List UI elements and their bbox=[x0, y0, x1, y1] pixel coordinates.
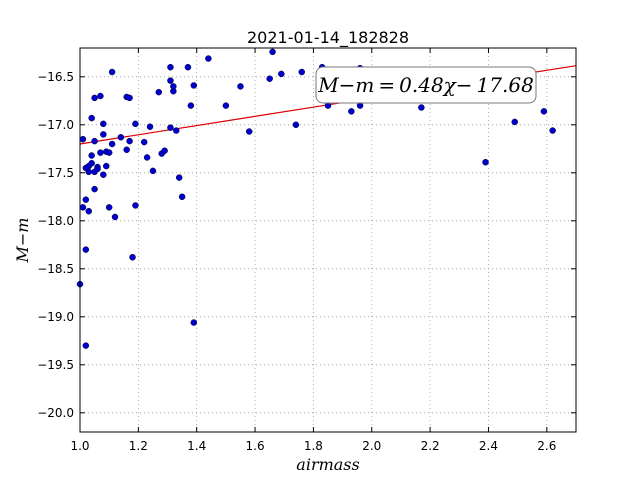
data-point bbox=[170, 83, 177, 90]
data-point bbox=[140, 138, 148, 146]
data-point bbox=[88, 159, 95, 167]
data-point bbox=[155, 88, 163, 96]
data-point bbox=[117, 134, 125, 141]
data-point bbox=[132, 202, 139, 209]
data-point bbox=[173, 127, 180, 134]
chart-title: 2021-01-14_182828 bbox=[247, 28, 409, 48]
x-tick-label: 2.4 bbox=[479, 439, 498, 453]
data-point bbox=[549, 127, 556, 134]
data-point bbox=[167, 63, 174, 71]
data-point bbox=[100, 171, 107, 178]
data-point bbox=[82, 196, 90, 203]
data-point bbox=[175, 174, 183, 181]
x-tick-label: 2.0 bbox=[362, 439, 381, 453]
x-tick-label: 1.8 bbox=[304, 439, 323, 453]
data-point bbox=[132, 120, 139, 128]
data-point bbox=[126, 137, 133, 145]
x-tick-label: 1.2 bbox=[129, 439, 148, 453]
data-point bbox=[540, 108, 548, 115]
data-point bbox=[222, 102, 230, 109]
data-point bbox=[91, 137, 98, 145]
y-tick-label: −20.0 bbox=[37, 406, 74, 420]
data-point bbox=[88, 114, 95, 122]
data-point bbox=[205, 55, 212, 62]
y-axis-label: M−m bbox=[13, 218, 32, 264]
data-point bbox=[82, 246, 90, 253]
data-point bbox=[269, 48, 276, 56]
data-point bbox=[178, 193, 186, 201]
x-axis-ticks: 1.0 1.2 1.4 1.6 1.8 2.0 2.2 2.4 2.6 bbox=[70, 48, 556, 453]
data-point bbox=[266, 75, 273, 82]
data-point bbox=[85, 168, 93, 176]
data-point bbox=[85, 207, 93, 215]
data-point bbox=[97, 92, 104, 100]
y-tick-label: −19.5 bbox=[37, 358, 74, 372]
x-tick-label: 1.4 bbox=[187, 439, 206, 453]
data-point bbox=[245, 128, 253, 135]
data-point bbox=[298, 68, 305, 76]
x-tick-label: 1.0 bbox=[70, 439, 89, 453]
data-point bbox=[190, 82, 198, 89]
x-tick-label: 1.6 bbox=[246, 439, 265, 453]
data-point bbox=[292, 121, 300, 129]
fit-equation: M−m = 0.48χ− 17.68 bbox=[317, 73, 534, 97]
data-point bbox=[105, 204, 113, 211]
data-point bbox=[123, 146, 130, 154]
data-point bbox=[79, 204, 87, 211]
data-point bbox=[418, 104, 425, 111]
data-point bbox=[100, 131, 107, 138]
data-point bbox=[108, 140, 116, 148]
y-axis-ticks: −16.5 −17.0 −17.5 −18.0 −18.5 −19.0 −19.5 −20.0 bbox=[37, 70, 576, 420]
data-points bbox=[76, 48, 556, 349]
data-point bbox=[88, 152, 95, 159]
data-point bbox=[184, 63, 192, 71]
y-tick-label: −18.5 bbox=[37, 262, 74, 276]
data-point bbox=[91, 185, 98, 193]
data-point bbox=[97, 149, 104, 156]
y-tick-label: −18.0 bbox=[37, 214, 74, 228]
data-point bbox=[190, 319, 198, 326]
data-point bbox=[108, 68, 116, 76]
data-point bbox=[103, 162, 110, 170]
data-point bbox=[129, 254, 136, 261]
data-point bbox=[187, 102, 195, 109]
data-point bbox=[126, 94, 133, 102]
data-point bbox=[111, 213, 119, 221]
y-tick-label: −17.0 bbox=[37, 118, 74, 132]
data-point bbox=[161, 147, 168, 154]
data-point bbox=[94, 165, 101, 173]
x-tick-label: 2.2 bbox=[421, 439, 440, 453]
y-tick-label: −16.5 bbox=[37, 70, 74, 84]
y-tick-label: −19.0 bbox=[37, 310, 74, 324]
data-point bbox=[511, 118, 518, 126]
data-point bbox=[143, 154, 151, 161]
data-point bbox=[167, 124, 174, 131]
data-point bbox=[146, 123, 154, 130]
data-point bbox=[237, 83, 244, 90]
y-tick-label: −17.5 bbox=[37, 166, 74, 180]
data-point bbox=[105, 149, 113, 156]
data-point bbox=[79, 135, 87, 143]
data-point bbox=[167, 77, 174, 84]
plot-frame bbox=[79, 47, 577, 433]
x-axis-label: airmass bbox=[296, 455, 359, 474]
data-point bbox=[82, 342, 90, 349]
data-point bbox=[278, 70, 285, 78]
data-point bbox=[91, 94, 98, 102]
fit-equation-box: M−m = 0.48χ− 17.68 bbox=[315, 66, 537, 104]
data-point bbox=[149, 167, 157, 175]
data-point bbox=[100, 120, 107, 128]
data-point bbox=[482, 158, 489, 166]
data-point bbox=[348, 108, 355, 115]
x-tick-label: 2.6 bbox=[537, 439, 556, 453]
